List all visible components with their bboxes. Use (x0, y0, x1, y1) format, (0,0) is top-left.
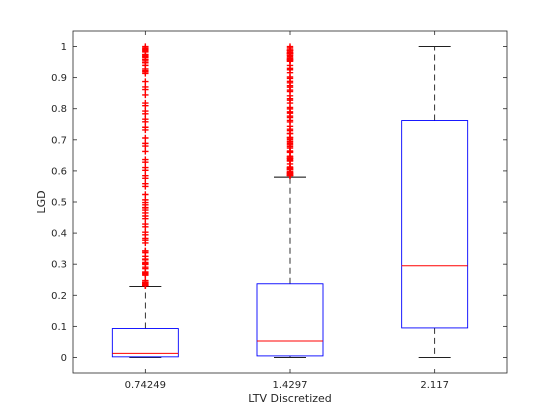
outlier-marker (142, 83, 149, 91)
y-tick-label: 0.5 (51, 198, 67, 209)
x-axis-label: LTV Discretized (248, 392, 332, 405)
outlier-marker (142, 59, 149, 66)
outlier-marker (142, 235, 149, 242)
y-tick-label: 0.7 (51, 135, 67, 146)
box-group-1 (111, 43, 179, 358)
x-tick-label: 1.4297 (273, 380, 308, 391)
outlier-marker (142, 91, 149, 99)
box-group-2 (256, 43, 324, 358)
outlier-marker (142, 247, 149, 255)
outlier-marker (142, 124, 149, 131)
outlier-marker (142, 164, 149, 171)
outlier-marker (142, 115, 149, 123)
outlier-marker (142, 201, 149, 208)
outlier-marker (142, 148, 149, 155)
outlier-marker (142, 43, 149, 50)
outlier-marker (142, 282, 149, 289)
box (111, 328, 179, 358)
y-tick-label: 0.1 (51, 322, 67, 333)
box (256, 283, 324, 357)
y-tick-label: 0.4 (51, 229, 67, 240)
outliers (142, 43, 149, 289)
outlier-marker (142, 140, 149, 147)
outlier-marker (142, 78, 149, 85)
outlier-marker (142, 220, 149, 228)
outlier-marker (142, 51, 149, 58)
outlier-marker (142, 228, 149, 236)
outlier-marker (142, 260, 149, 267)
y-tick-label: 0.8 (51, 104, 67, 115)
outlier-marker (286, 134, 294, 141)
y-tick-label: 0.3 (51, 260, 67, 271)
x-tick-label: 2.117 (420, 380, 449, 391)
box-group-3 (401, 46, 469, 358)
y-axis: 0 0.1 0.2 0.3 0.4 0.5 0.6 0.7 0.8 0.9 1 (51, 42, 507, 364)
y-tick-label: 0.6 (51, 166, 67, 177)
outlier-marker (142, 156, 149, 163)
outlier-marker (286, 155, 294, 162)
outlier-marker (142, 180, 149, 187)
outlier-marker (142, 67, 149, 74)
outlier-marker (142, 270, 149, 277)
outlier-marker (142, 172, 149, 179)
outliers (286, 43, 294, 179)
outlier-marker (142, 134, 149, 142)
x-axis: 0.74249 1.4297 2.117 (125, 31, 449, 391)
y-tick-label: 0 (61, 353, 67, 364)
outlier-marker (286, 43, 294, 50)
outlier-marker (286, 148, 294, 155)
outlier-marker (142, 107, 149, 115)
outlier-marker (142, 191, 149, 198)
outlier-marker (286, 141, 294, 149)
y-tick-label: 1 (61, 42, 67, 53)
outlier-marker (286, 166, 294, 173)
y-tick-label: 0.9 (51, 73, 67, 84)
outlier-marker (142, 99, 149, 107)
boxes-layer (111, 43, 469, 358)
x-tick-label: 0.74249 (125, 380, 166, 391)
y-axis-label: LGD (35, 190, 48, 213)
box (401, 120, 469, 329)
y-tick-label: 0.2 (51, 291, 67, 302)
